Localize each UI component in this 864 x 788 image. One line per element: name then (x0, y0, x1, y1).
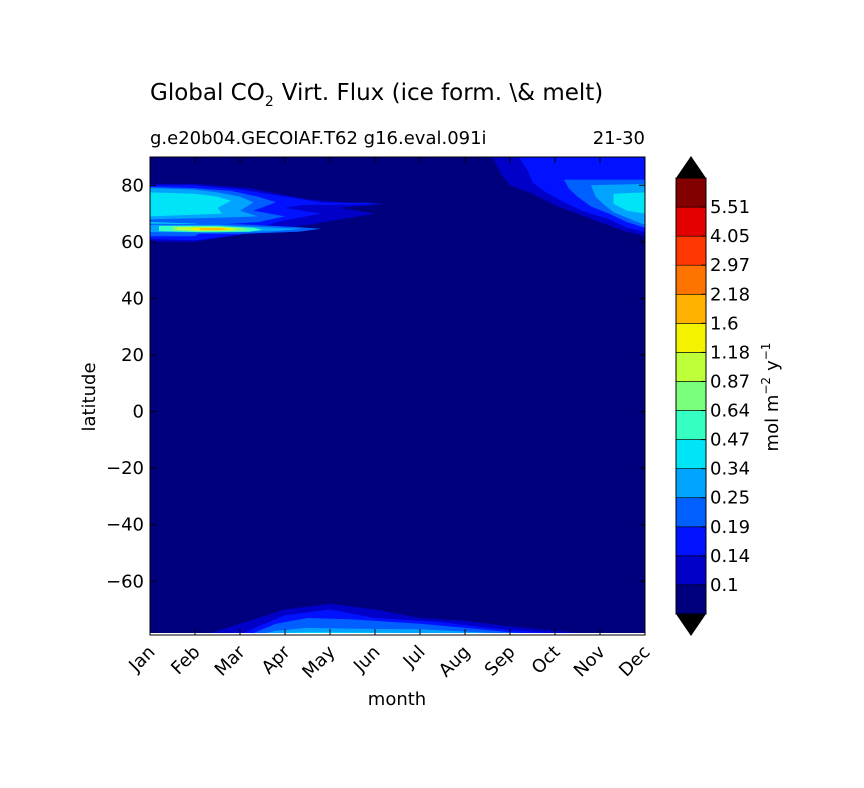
colorbar-tick-label: 0.25 (710, 488, 750, 509)
x-tick-label: Sep (481, 642, 520, 681)
colorbar-tick-label: 0.34 (710, 459, 750, 480)
colorbar-tick-label: 0.64 (710, 401, 750, 422)
arctic-spring-band-5 (150, 192, 231, 217)
colorbar-frame (675, 177, 707, 615)
colorbar-label: mol m−2y−1 (759, 343, 783, 452)
arctic-spring-edge-7 (199, 228, 229, 230)
colorbar-cell (675, 381, 707, 411)
colorbar-tick-label: 0.1 (710, 575, 739, 596)
colorbar-cell (675, 235, 707, 266)
x-tick-label: May (298, 641, 339, 682)
y-tick-label: −40 (106, 515, 144, 536)
colorbar-tick-label: 0.87 (710, 371, 750, 392)
x-tick-label: Nov (570, 641, 610, 681)
x-axis-label: month (368, 689, 426, 710)
colorbar-tick-label: 2.18 (710, 284, 750, 305)
colorbar-cell (675, 206, 707, 237)
y-tick-label: 80 (121, 175, 144, 196)
colorbar-cell (675, 264, 707, 295)
colorbar-tick-label: 5.51 (710, 197, 750, 218)
x-tick-label: Mar (211, 641, 250, 680)
x-tick-label: Aug (435, 642, 475, 682)
x-tick-label: Jun (349, 642, 384, 677)
y-tick-label: 0 (133, 402, 144, 423)
y-axis: 80 60 40 20 0 −20 −40 −60 (106, 175, 645, 592)
colorbar-cell (675, 323, 707, 353)
x-tick-label: Jul (399, 642, 430, 673)
arctic-autumn-band-5 (613, 192, 645, 214)
colorbar-cell (675, 177, 707, 208)
colorbar-tick-label: 0.19 (710, 517, 750, 538)
plot-frame (149, 156, 646, 636)
colorbar-tick-label: 2.97 (710, 255, 750, 276)
colorbar-tick-label: 0.14 (710, 546, 750, 567)
y-tick-label: 40 (121, 288, 144, 309)
contour-field (150, 157, 645, 635)
colorbar-cell (675, 526, 707, 557)
chart-title: Global CO2 Virt. Flux (ice form. \& melt) (150, 80, 603, 110)
x-tick-label: Jan (124, 642, 159, 677)
colorbar-tick-label: 1.18 (710, 342, 750, 363)
southern-edge-strip (150, 633, 645, 635)
chart-subtitle-right: 21-30 (593, 128, 645, 149)
colorbar-cell (675, 555, 707, 586)
colorbar: 0.1 0.14 0.19 0.25 0.34 0.47 0.64 0.87 1.18 1.6 2.… (675, 156, 750, 636)
arctic-spring-streak (285, 202, 384, 206)
colorbar-cell (675, 410, 707, 440)
colorbar-extend-high (676, 156, 706, 178)
plot-area (149, 156, 646, 636)
title-subscript: 2 (265, 94, 274, 110)
chart-subtitle-left: g.e20b04.GECOIAF.T62 g16.eval.091i (150, 128, 487, 149)
colorbar-cell (675, 584, 707, 615)
x-tick-label: Apr (258, 641, 295, 678)
colorbar-tick-label: 0.47 (710, 430, 750, 451)
plot-background (150, 157, 645, 635)
x-tick-label: Dec (615, 642, 654, 681)
x-tick-label: Feb (167, 642, 204, 679)
colorbar-cell (675, 352, 707, 382)
y-tick-label: 60 (121, 232, 144, 253)
colorbar-tick-label: 4.05 (710, 226, 750, 247)
x-tick-label: Oct (528, 642, 565, 679)
y-tick-label: −60 (106, 571, 144, 592)
y-tick-label: 20 (121, 345, 144, 366)
colorbar-cell (675, 468, 707, 499)
colorbar-extend-low (676, 614, 706, 636)
colorbar-cell (675, 439, 707, 469)
colorbar-cell (675, 293, 707, 324)
colorbar-tick-label: 1.6 (710, 313, 739, 334)
colorbar-cell (675, 497, 707, 528)
y-axis-label: latitude (79, 362, 100, 431)
y-tick-label: −20 (106, 458, 144, 479)
